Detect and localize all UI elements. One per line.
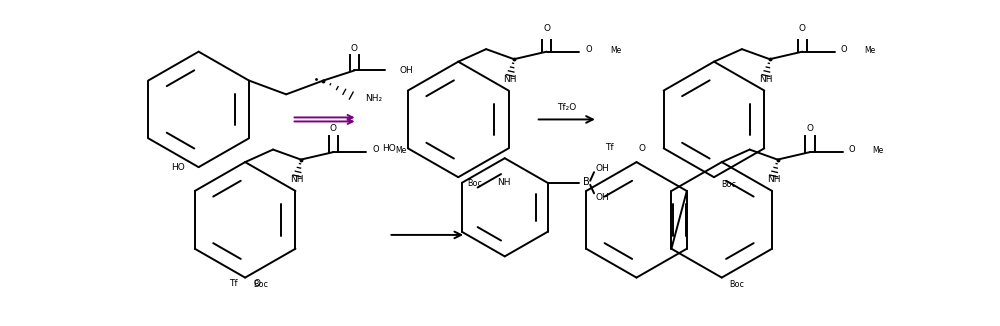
Text: O: O [799,24,806,33]
Text: NH₂: NH₂ [365,94,382,103]
Text: HO: HO [171,163,185,172]
Text: O: O [351,44,358,53]
Text: Tf₂O: Tf₂O [557,103,576,112]
Text: O: O [807,124,814,133]
Text: O: O [543,24,550,33]
Text: B: B [583,176,590,186]
Text: HO: HO [382,144,396,153]
Text: O: O [253,279,260,288]
Text: Tf: Tf [605,142,613,152]
Text: Boc: Boc [730,280,744,289]
Text: NH: NH [503,75,517,84]
Text: NH: NH [290,175,304,184]
Text: Me: Me [610,46,621,55]
Text: Me: Me [872,146,883,155]
Text: Me: Me [864,46,876,55]
Text: O: O [841,45,848,54]
Text: Boc: Boc [468,179,483,188]
Text: O: O [330,124,337,133]
Text: OH: OH [596,193,609,202]
Text: NH: NH [759,75,773,84]
Text: NH: NH [767,175,780,184]
Text: Me: Me [395,146,407,155]
Text: Boc: Boc [722,180,737,189]
Text: O: O [849,145,855,154]
Text: OH: OH [596,164,609,173]
Text: O: O [638,144,645,153]
Text: O: O [372,145,379,154]
Text: Tf: Tf [229,279,237,289]
Text: O: O [585,45,592,54]
Text: Boc: Boc [253,280,268,289]
Text: NH: NH [497,178,511,187]
Text: OH: OH [399,66,413,75]
